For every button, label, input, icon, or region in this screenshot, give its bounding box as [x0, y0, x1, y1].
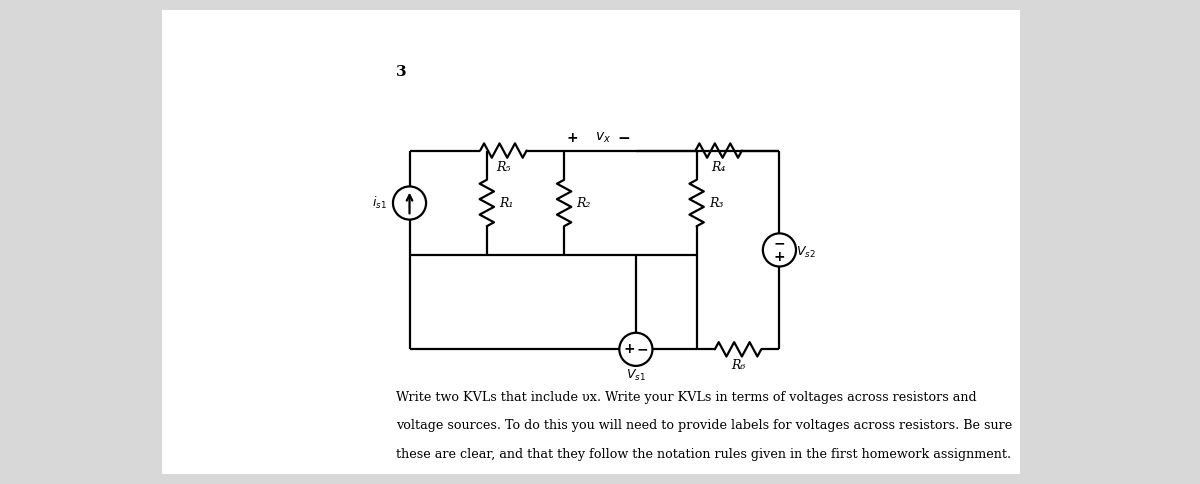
Text: −: − [774, 236, 785, 250]
Text: these are clear, and that they follow the notation rules given in the first home: these are clear, and that they follow th… [396, 448, 1010, 461]
Text: voltage sources. To do this you will need to provide labels for voltages across : voltage sources. To do this you will nee… [396, 420, 1012, 432]
Text: R₆: R₆ [731, 360, 745, 372]
Text: R₄: R₄ [712, 161, 726, 174]
Text: $i_{s1}$: $i_{s1}$ [372, 195, 386, 211]
Text: R₅: R₅ [496, 161, 510, 174]
Text: R₃: R₃ [709, 197, 724, 210]
Text: Write two KVLs that include υx. Write your KVLs in terms of voltages across resi: Write two KVLs that include υx. Write yo… [396, 391, 977, 404]
Text: +: + [624, 342, 635, 356]
Text: +: + [774, 250, 785, 264]
Text: +: + [566, 132, 578, 145]
Text: −: − [637, 342, 648, 356]
Text: $v_x$: $v_x$ [595, 130, 611, 145]
Text: −: − [617, 131, 630, 146]
FancyBboxPatch shape [162, 10, 1020, 474]
Text: $V_{s2}$: $V_{s2}$ [796, 245, 816, 260]
Text: $V_{s1}$: $V_{s1}$ [626, 368, 646, 383]
Text: 3: 3 [396, 65, 407, 79]
Text: R₂: R₂ [576, 197, 590, 210]
Text: R₁: R₁ [499, 197, 514, 210]
